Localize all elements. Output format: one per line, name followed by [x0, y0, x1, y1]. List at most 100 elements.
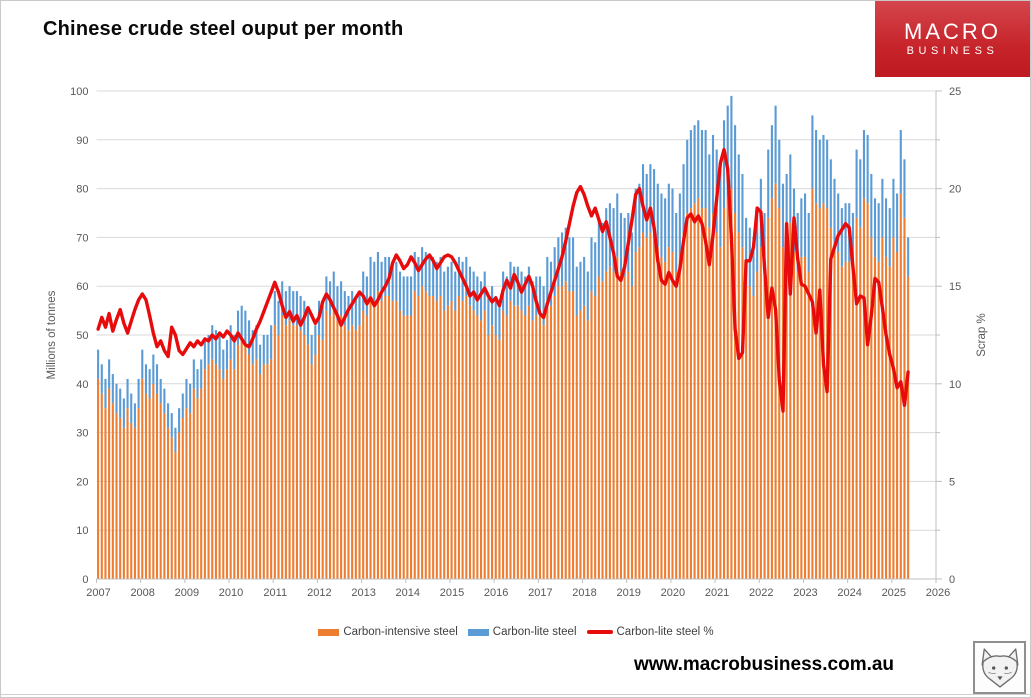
- bar-carbon-lite: [538, 276, 541, 316]
- bar-carbon-intensive: [649, 232, 652, 579]
- bar-carbon-lite: [413, 252, 416, 292]
- bar-carbon-lite: [767, 149, 770, 218]
- bar-carbon-lite: [137, 378, 140, 409]
- bar-carbon-lite: [590, 237, 593, 292]
- legend-item: Carbon-lite steel: [467, 626, 577, 638]
- bar-carbon-intensive: [494, 335, 497, 579]
- bar-carbon-intensive: [848, 261, 851, 579]
- bar-carbon-intensive: [641, 232, 645, 579]
- bar-carbon-intensive: [384, 295, 387, 579]
- x-axis-year-label: 2017: [528, 587, 552, 599]
- bar-carbon-intensive: [152, 383, 155, 579]
- bar-carbon-intensive: [741, 247, 744, 579]
- bar-carbon-intensive: [704, 208, 707, 579]
- bar-carbon-lite: [402, 276, 405, 316]
- bar-carbon-lite: [509, 261, 512, 301]
- bar-carbon-lite: [214, 330, 217, 365]
- bar-carbon-lite: [266, 335, 269, 365]
- bar-carbon-lite: [310, 335, 313, 365]
- bar-carbon-lite: [163, 388, 166, 414]
- bar-carbon-lite: [358, 291, 361, 326]
- bar-carbon-lite: [119, 388, 122, 418]
- bar-carbon-intensive: [737, 232, 740, 579]
- bar-carbon-lite: [306, 310, 310, 345]
- bar-carbon-lite: [693, 125, 696, 204]
- bar-carbon-lite: [196, 369, 199, 399]
- bar-carbon-intensive: [538, 315, 541, 579]
- bar-carbon-intensive: [833, 242, 836, 579]
- bar-carbon-lite: [564, 227, 567, 282]
- bar-carbon-lite: [807, 213, 810, 272]
- left-axis-tick-label: 50: [76, 330, 88, 342]
- bar-carbon-intensive: [141, 378, 144, 579]
- bar-carbon-lite: [222, 349, 225, 379]
- legend-label: Carbon-lite steel %: [616, 626, 714, 638]
- bar-carbon-intensive: [612, 271, 615, 579]
- bar-carbon-lite: [741, 173, 744, 248]
- bar-carbon-lite: [479, 281, 483, 321]
- bar-carbon-intensive: [803, 256, 807, 579]
- bar-carbon-intensive: [689, 208, 692, 579]
- chart-title: Chinese crude steel ouput per month: [43, 18, 404, 40]
- bar-carbon-intensive: [306, 344, 310, 579]
- bar-carbon-intensive: [826, 208, 829, 579]
- bar-carbon-intensive: [443, 310, 446, 579]
- bar-carbon-lite: [888, 208, 891, 267]
- bar-carbon-intensive: [343, 325, 346, 579]
- bar-carbon-intensive: [745, 281, 748, 579]
- bar-carbon-lite: [398, 271, 402, 311]
- x-axis-year-label: 2025: [882, 587, 906, 599]
- bar-carbon-intensive: [513, 305, 516, 579]
- bar-carbon-intensive: [851, 271, 854, 579]
- bar-carbon-intensive: [616, 256, 619, 579]
- bar-carbon-lite: [572, 237, 575, 292]
- bar-carbon-intensive: [111, 403, 114, 579]
- bar-carbon-lite: [336, 286, 339, 321]
- bar-carbon-intensive: [546, 300, 549, 579]
- bar-carbon-lite: [369, 256, 372, 296]
- bar-carbon-lite: [630, 232, 634, 287]
- bar-carbon-lite: [273, 291, 276, 326]
- bar-carbon-intensive: [682, 232, 685, 579]
- left-axis-tick-label: 100: [70, 86, 88, 98]
- bar-carbon-lite: [896, 193, 899, 253]
- bar-carbon-intensive: [468, 305, 472, 579]
- bottom-divider: [1, 694, 1030, 695]
- bar-carbon-intensive: [144, 393, 148, 579]
- bar-carbon-intensive: [277, 335, 280, 579]
- bar-carbon-lite: [233, 335, 236, 370]
- bar-carbon-intensive: [560, 286, 564, 579]
- bar-carbon-lite: [752, 237, 755, 296]
- x-axis-year-label: 2022: [749, 587, 773, 599]
- bar-carbon-intensive: [284, 325, 287, 579]
- bar-carbon-lite: [192, 359, 195, 389]
- bar-carbon-lite: [207, 335, 210, 365]
- bar-carbon-intensive: [789, 222, 792, 579]
- bar-carbon-lite: [601, 222, 604, 282]
- bar-carbon-lite: [185, 378, 188, 409]
- bar-carbon-intensive: [675, 271, 678, 579]
- x-axis-year-label: 2021: [705, 587, 729, 599]
- bar-carbon-intensive: [575, 315, 578, 579]
- logo-word-business: BUSINESS: [906, 44, 999, 57]
- bar-carbon-intensive: [325, 310, 328, 579]
- bar-carbon-lite: [829, 159, 832, 228]
- bar-carbon-lite: [675, 213, 678, 272]
- bar-carbon-intensive: [115, 413, 118, 579]
- bar-carbon-intensive: [568, 291, 571, 579]
- bar-carbon-intensive: [421, 286, 424, 579]
- bar-carbon-intensive: [564, 281, 567, 579]
- bar-carbon-lite: [711, 134, 715, 213]
- left-axis-tick-label: 80: [76, 184, 88, 196]
- bar-carbon-intensive: [351, 325, 354, 579]
- bar-carbon-intensive: [321, 339, 324, 579]
- bar-carbon-lite: [97, 349, 100, 379]
- bar-carbon-intensive: [369, 295, 372, 579]
- left-axis-tick-label: 60: [76, 281, 88, 293]
- bar-carbon-lite: [284, 291, 287, 326]
- bar-carbon-lite: [144, 364, 148, 394]
- bar-carbon-lite: [248, 320, 251, 355]
- bar-carbon-intensive: [281, 315, 284, 579]
- bar-carbon-intensive: [756, 271, 759, 579]
- bar-carbon-intensive: [579, 310, 582, 579]
